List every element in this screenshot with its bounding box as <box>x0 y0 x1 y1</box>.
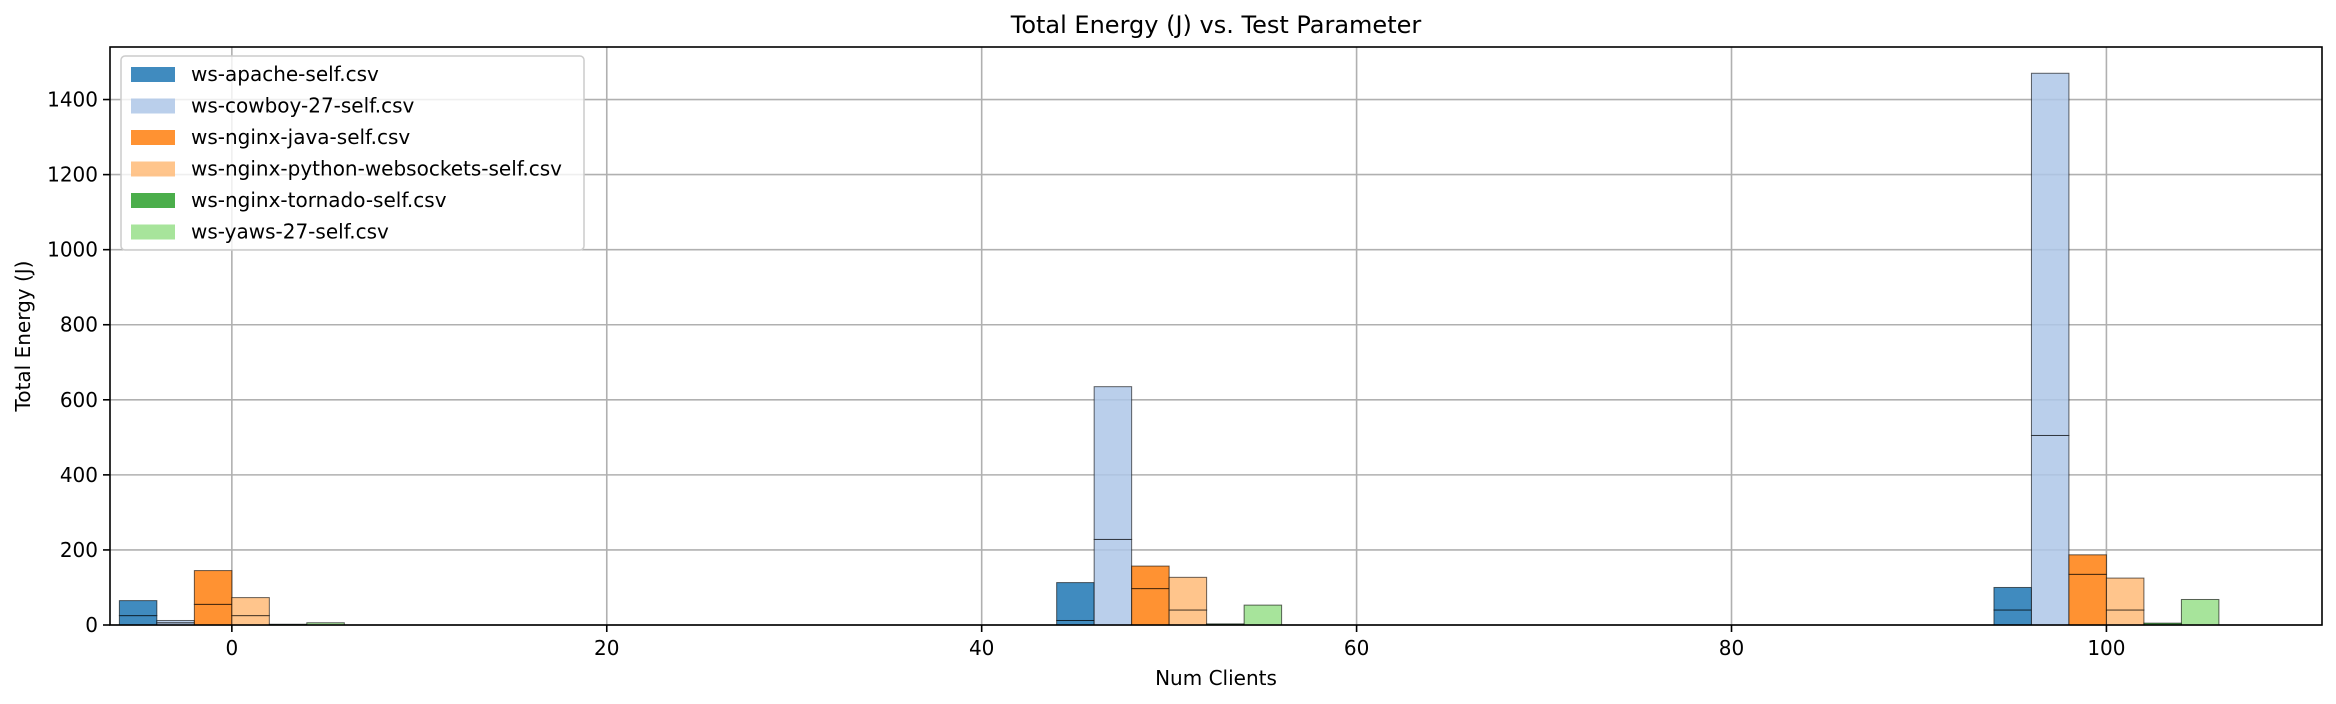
bar-segment <box>1243 604 1283 626</box>
y-tick-label: 1000 <box>47 238 98 262</box>
bar-segment <box>2105 577 2145 611</box>
plot-frame <box>109 46 2323 626</box>
x-tick-label: 0 <box>225 636 238 660</box>
legend-swatch <box>131 67 175 82</box>
legend-swatch <box>131 98 175 114</box>
bar-segment <box>2068 554 2107 575</box>
legend-swatch <box>131 130 175 145</box>
chart-title: Total Energy (J) vs. Test Parameter <box>1010 11 1422 39</box>
x-tick-label: 40 <box>969 636 994 660</box>
legend-box <box>120 55 585 251</box>
bar-segment <box>118 600 158 617</box>
y-tick-label: 600 <box>60 388 98 412</box>
legend-label: ws-nginx-python-websockets-self.csv <box>191 157 562 181</box>
legend-label: ws-yaws-27-self.csv <box>191 220 389 244</box>
legend-label: ws-apache-self.csv <box>191 62 379 86</box>
bar-segment <box>156 619 195 624</box>
bar-segment <box>1056 582 1095 621</box>
x-axis-label: Num Clients <box>1155 666 1277 690</box>
bar-segment <box>193 603 233 626</box>
y-tick-label: 800 <box>60 313 98 337</box>
x-tick-label: 60 <box>1344 636 1369 660</box>
y-axis-label: Total Energy (J) <box>11 261 35 413</box>
bar-segment <box>1993 609 2032 626</box>
bar-segment <box>2105 609 2145 626</box>
y-tick-label: 400 <box>60 463 98 487</box>
bar-segment <box>1168 576 1208 611</box>
bar-segment <box>231 615 270 626</box>
bar-segment <box>1131 565 1170 590</box>
y-tick-label: 1200 <box>47 163 98 187</box>
y-tick-label: 200 <box>60 538 98 562</box>
legend-swatch <box>131 193 175 208</box>
bar-segment <box>1093 538 1133 626</box>
bar-segment <box>1131 588 1170 626</box>
bar-segment <box>193 570 233 605</box>
bar-segment <box>1093 386 1133 540</box>
legend-label: ws-cowboy-27-self.csv <box>191 94 415 118</box>
legend-swatch <box>131 161 175 177</box>
bar-segment <box>2030 72 2070 436</box>
bar-segment <box>2068 573 2107 626</box>
bar-segment <box>1993 586 2032 611</box>
legend: ws-apache-self.csv ws-cowboy-27-self.csv w… <box>120 55 585 251</box>
bar-segment <box>1168 609 1208 626</box>
x-tick-label: 80 <box>1719 636 1744 660</box>
bar-segment <box>118 615 158 626</box>
x-tick-label: 100 <box>2087 636 2125 660</box>
legend-swatch <box>131 224 175 240</box>
x-tick-label: 20 <box>594 636 619 660</box>
bars <box>118 72 2220 626</box>
y-tick-label: 1400 <box>47 88 98 112</box>
bar-segment <box>2030 434 2070 626</box>
legend-label: ws-nginx-java-self.csv <box>191 125 410 149</box>
bar-segment <box>2180 598 2220 626</box>
legend-label: ws-nginx-tornado-self.csv <box>191 188 447 212</box>
y-tick-label: 0 <box>85 613 98 637</box>
bar-segment <box>231 597 270 617</box>
